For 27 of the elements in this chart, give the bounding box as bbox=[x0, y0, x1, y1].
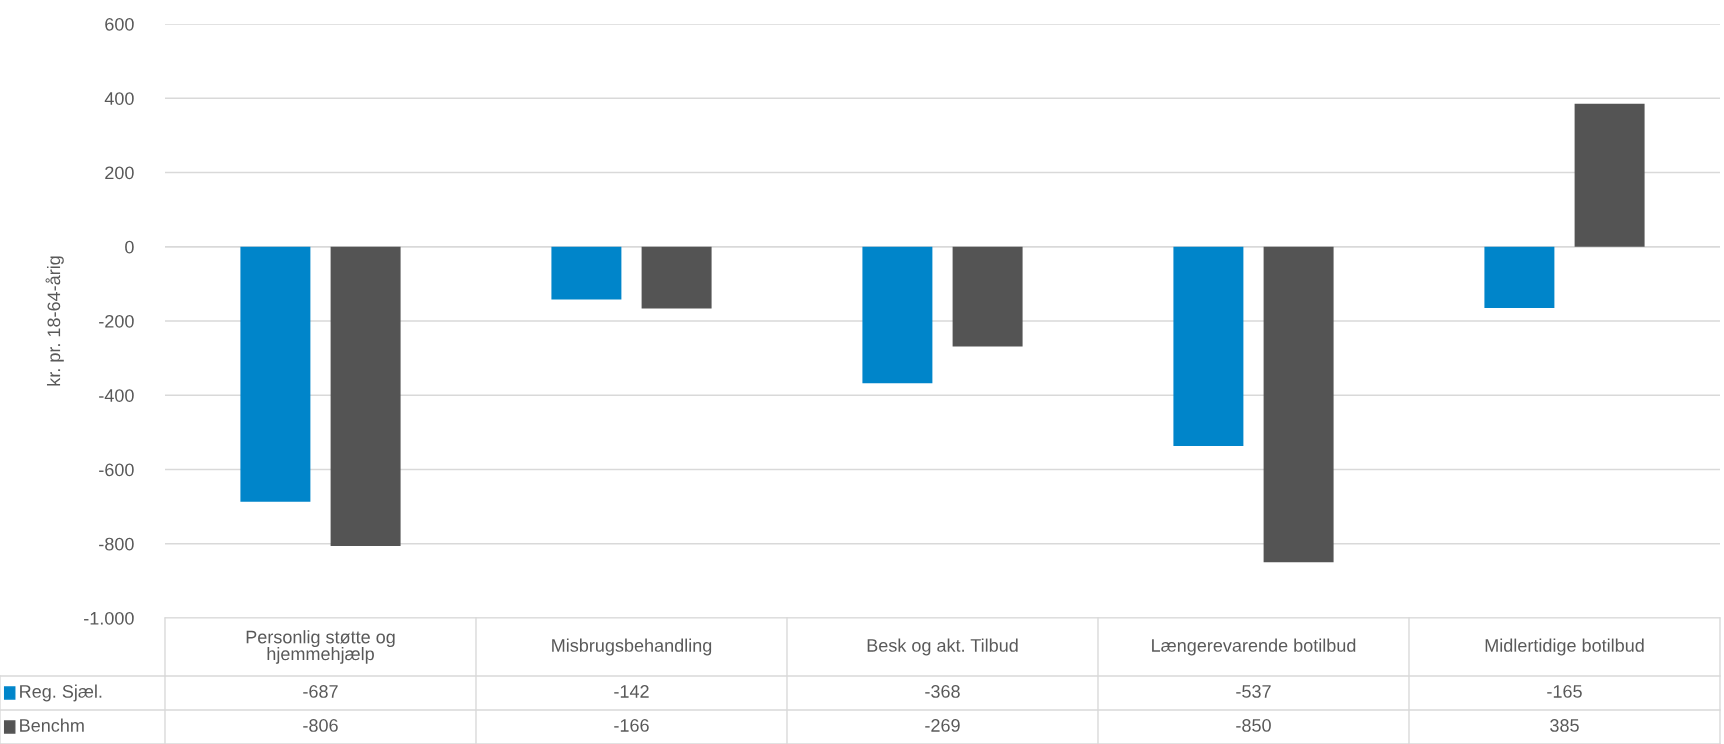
x-tick-label: Misbrugsbehandling bbox=[552, 638, 712, 656]
data-label: -368 bbox=[925, 685, 960, 698]
data-label: 385 bbox=[1550, 719, 1579, 732]
data-label: -537 bbox=[1236, 685, 1271, 698]
data-label: -850 bbox=[1236, 719, 1271, 732]
y-tick-label: -200 bbox=[99, 314, 134, 328]
x-tick-label: Besk og akt. Tilbud bbox=[867, 638, 1018, 656]
data-label: -165 bbox=[1547, 685, 1582, 698]
x-tick-label: Midlertidige botilbud bbox=[1485, 638, 1644, 656]
y-tick-label: -1.000 bbox=[84, 611, 134, 625]
legend-label: Benchm bbox=[20, 718, 84, 732]
y-tick-label: 200 bbox=[105, 166, 134, 180]
y-tick-label: 400 bbox=[104, 92, 134, 105]
y-tick-label: -400 bbox=[99, 389, 134, 402]
data-label: -806 bbox=[303, 719, 338, 732]
y-tick-label: -800 bbox=[99, 537, 134, 551]
data-label: -269 bbox=[925, 719, 960, 732]
data-label: -142 bbox=[614, 685, 649, 698]
data-label: -687 bbox=[303, 685, 338, 698]
y-tick-label: 600 bbox=[105, 17, 134, 31]
x-tick-label: Længerevarende botilbud bbox=[1152, 638, 1356, 656]
y-tick-label: -600 bbox=[99, 463, 134, 477]
x-tick-label: Personlig støtte og hjemmehjælp bbox=[246, 630, 395, 664]
data-label: -166 bbox=[614, 719, 649, 732]
y-axis-title: kr. pr. 18-64-årig bbox=[45, 256, 64, 386]
legend-label: Reg. Sjæl. bbox=[20, 684, 102, 702]
y-tick-label: 0 bbox=[125, 240, 134, 254]
